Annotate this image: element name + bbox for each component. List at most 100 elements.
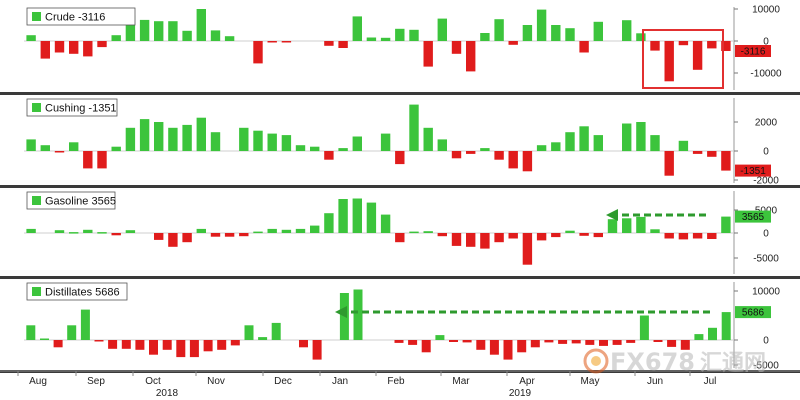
crude-bar xyxy=(69,41,79,54)
distillates-y-tick-label: 10000 xyxy=(752,287,780,298)
gasoline-bar xyxy=(423,231,433,233)
gasoline-bar xyxy=(196,228,206,233)
distillates-bar xyxy=(639,315,649,340)
gasoline-bar xyxy=(97,232,107,234)
watermark-text: FX678 xyxy=(610,348,695,376)
crude-bar xyxy=(196,9,206,41)
cushing-bar xyxy=(409,104,419,151)
cushing-y-tick-label: -2000 xyxy=(753,176,779,187)
distillates-bar xyxy=(94,340,104,342)
crude-bar xyxy=(97,41,107,48)
gasoline-bar xyxy=(678,233,689,240)
distillates-bar xyxy=(189,340,199,358)
cushing-bar xyxy=(437,139,447,151)
distillates-legend-box xyxy=(26,282,128,301)
crude-bar xyxy=(707,41,717,49)
cushing-bar xyxy=(707,151,717,157)
distillates-legend-swatch xyxy=(32,287,41,296)
cushing-panel-separator xyxy=(0,185,800,188)
distillates-bar xyxy=(680,340,690,350)
gasoline-bar xyxy=(168,233,178,247)
cushing-legend-swatch xyxy=(32,103,41,112)
distillates-bar xyxy=(449,340,458,342)
distillates-bar xyxy=(394,340,404,343)
distillates-bar xyxy=(312,340,322,360)
cushing-bar xyxy=(579,126,589,151)
crude-bar xyxy=(692,41,703,70)
cushing-bar xyxy=(551,142,561,151)
distillates-bar xyxy=(421,340,431,353)
crude-y-tick-label: 0 xyxy=(763,37,769,48)
crude-bar xyxy=(480,33,490,41)
cushing-bar xyxy=(295,145,306,151)
cushing-legend-box xyxy=(26,98,118,117)
x-year-label-2019: 2019 xyxy=(509,388,532,399)
gasoline-bar xyxy=(522,233,533,265)
gasoline-bar xyxy=(324,213,334,233)
crude-highlight-box xyxy=(642,29,724,89)
distillates-bar xyxy=(599,340,608,346)
distillates-bar xyxy=(299,340,308,348)
distillates-bar xyxy=(26,325,36,340)
cushing-bar xyxy=(380,133,391,151)
crude-bar xyxy=(536,9,547,41)
gasoline-bar xyxy=(593,233,603,238)
distillates-bar xyxy=(708,327,717,341)
cushing-bar xyxy=(26,139,36,151)
cushing-last-value-label: -1351 xyxy=(740,166,766,177)
gasoline-legend-label: Gasoline 3565 xyxy=(45,196,116,208)
cushing-bar xyxy=(522,151,533,172)
crude-bar xyxy=(409,29,419,41)
gasoline-bar xyxy=(182,233,192,243)
gasoline-bar xyxy=(466,233,476,247)
distillates-bar xyxy=(721,312,731,340)
cushing-bar xyxy=(692,151,703,154)
gasoline-bar xyxy=(451,233,462,246)
crude-bar xyxy=(324,41,334,46)
distillates-bar xyxy=(80,309,90,340)
distillates-bar xyxy=(203,340,213,352)
gasoline-bar xyxy=(366,202,377,233)
gasoline-bar xyxy=(692,233,703,239)
distillates-bar xyxy=(149,340,158,355)
gasoline-bar xyxy=(622,218,632,233)
crude-bar xyxy=(253,41,263,64)
watermark-logo: FX678 汇通网 xyxy=(583,348,766,376)
cushing-bar xyxy=(40,145,50,151)
crude-bar xyxy=(678,41,689,46)
x-axis: Aug Sep Oct Nov Dec Jan Feb Mar Apr May Jun Jul 2018… xyxy=(0,370,800,399)
gasoline-bar xyxy=(54,230,65,233)
x-tick-label-jul: Jul xyxy=(704,376,717,387)
crude-bar xyxy=(281,41,292,43)
crude-bar xyxy=(395,28,405,41)
gasoline-bar xyxy=(551,233,561,238)
gasoline-bar xyxy=(707,233,717,239)
gasoline-bar xyxy=(295,228,306,233)
x-tick-label-jun: Jun xyxy=(647,376,663,387)
gasoline-bar xyxy=(494,233,504,243)
crude-bar xyxy=(125,15,136,41)
cushing-bar xyxy=(239,127,249,151)
gasoline-bar xyxy=(239,233,249,237)
cushing-bar xyxy=(721,151,731,171)
x-tick-label-jan: Jan xyxy=(332,376,348,387)
cushing-bar xyxy=(508,151,518,169)
cushing-bar xyxy=(338,148,348,151)
cushing-bar xyxy=(664,151,674,176)
gasoline-bar xyxy=(224,233,235,237)
crude-bar xyxy=(579,41,589,53)
crude-bar xyxy=(40,41,50,59)
gasoline-legend-box xyxy=(26,191,116,210)
cushing-last-value-box xyxy=(735,164,771,177)
distillates-bar xyxy=(653,340,663,342)
gasoline-bar xyxy=(83,229,93,233)
distillates-bar xyxy=(244,325,254,340)
crude-bar xyxy=(551,25,561,41)
gasoline-bar xyxy=(267,228,277,233)
distillates-y-tick-label: 0 xyxy=(763,336,769,347)
cushing-bar xyxy=(97,151,107,169)
gasoline-bar xyxy=(338,199,348,233)
cushing-bar xyxy=(423,127,433,151)
crude-legend-label: Crude -3116 xyxy=(45,12,105,24)
